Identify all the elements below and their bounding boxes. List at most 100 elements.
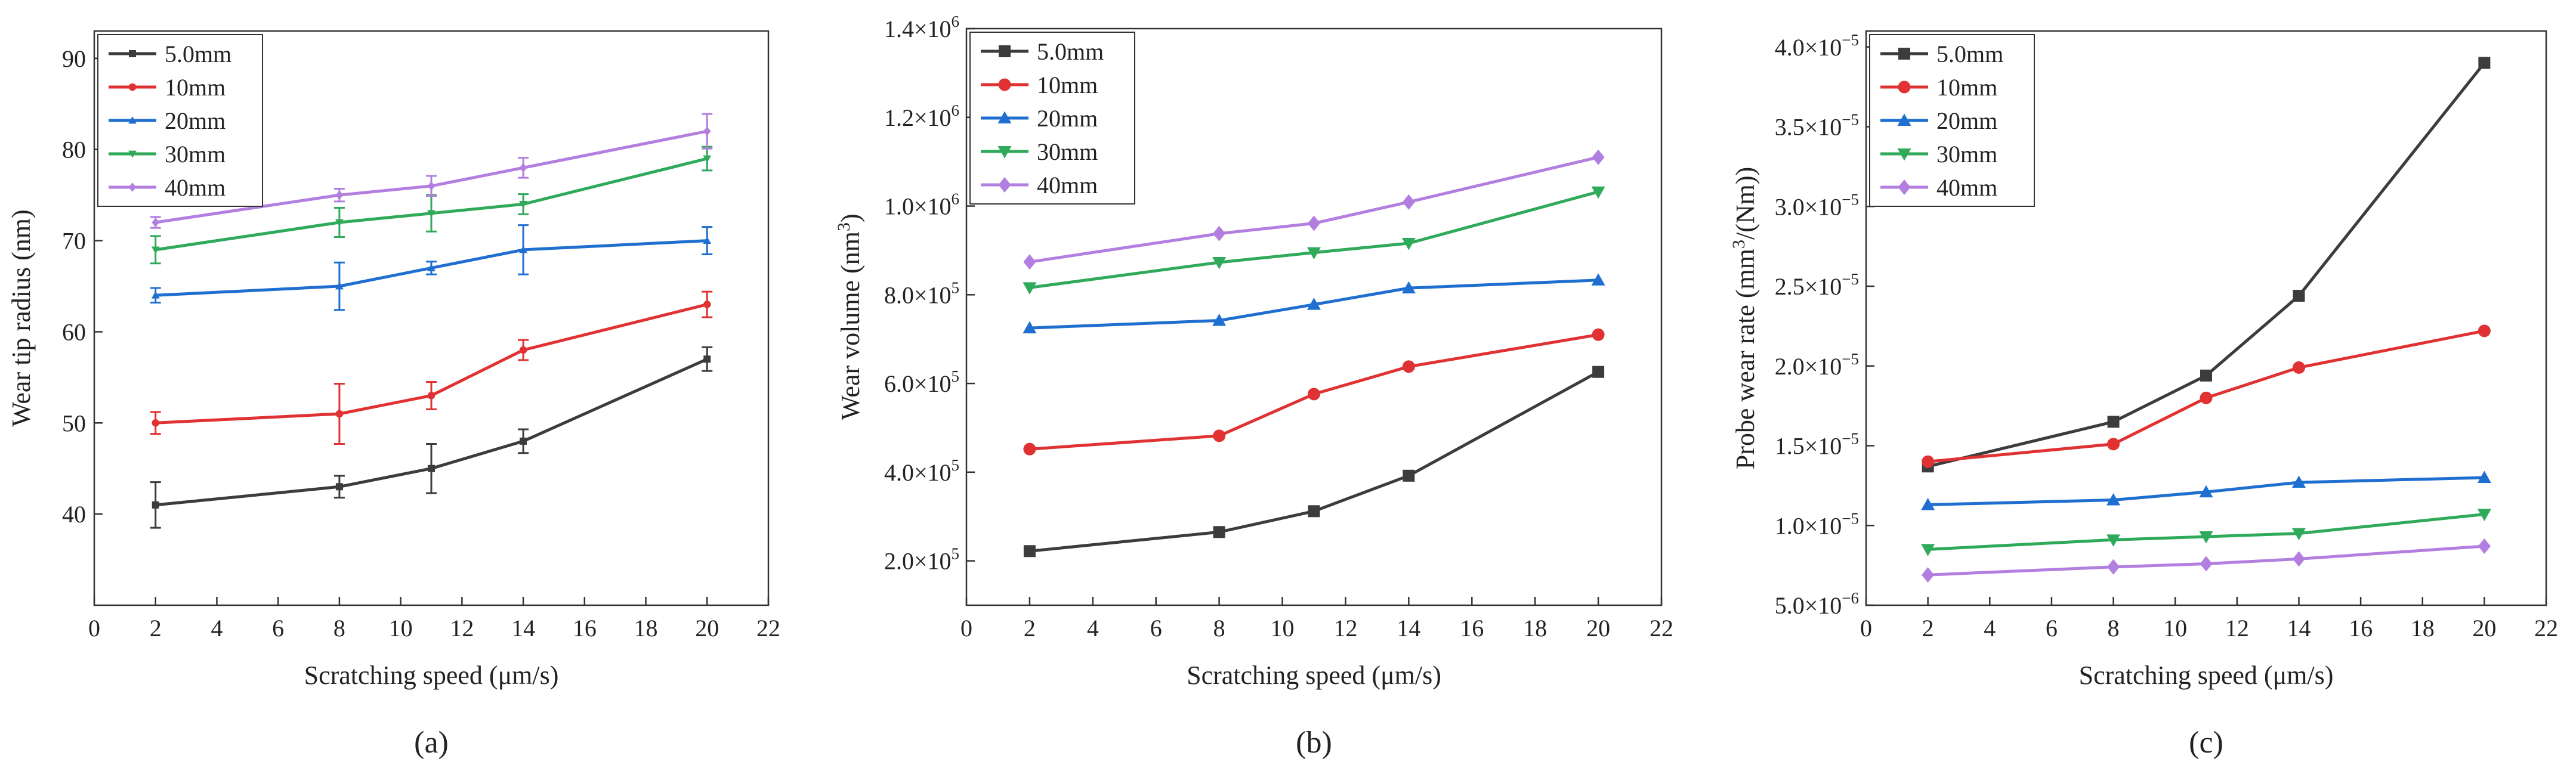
legend-item: 40mm xyxy=(981,172,1098,199)
data-point xyxy=(703,155,712,163)
y-axis-label: Wear tip radius (nm) xyxy=(7,209,36,426)
legend-label: 5.0mm xyxy=(1037,38,1104,65)
y-tick-label: 1.2×106 xyxy=(884,101,959,131)
x-tick-label: 8 xyxy=(2108,615,2120,642)
series-5.0mm xyxy=(150,346,713,529)
legend-label: 10mm xyxy=(1936,74,1997,101)
data-point xyxy=(2292,361,2305,374)
data-point xyxy=(2200,369,2212,382)
data-point xyxy=(152,419,160,427)
x-tick-label: 4 xyxy=(1087,615,1099,642)
legend-label: 5.0mm xyxy=(165,41,231,67)
legend: 5.0mm 10mm 20mm 30mm 40mm xyxy=(1869,34,2035,207)
data-point xyxy=(1403,469,1415,482)
data-point xyxy=(1212,257,1227,270)
data-point xyxy=(1592,366,1605,378)
data-point xyxy=(2106,534,2121,547)
y-tick-label: 90 xyxy=(62,45,86,72)
data-point xyxy=(151,246,160,254)
data-point xyxy=(152,501,159,509)
data-point xyxy=(519,245,527,253)
data-point xyxy=(1023,545,1036,558)
data-point xyxy=(335,483,343,491)
x-tick-label: 10 xyxy=(2163,615,2187,642)
data-point xyxy=(2200,391,2213,404)
legend-label: 20mm xyxy=(1936,107,1997,134)
x-axis-label: Scratching speed (μm/s) xyxy=(304,661,559,690)
panel-label: (b) xyxy=(1296,726,1332,760)
data-point xyxy=(1592,149,1605,165)
y-tick-label: 3.5×10−5 xyxy=(1775,111,1859,141)
series-line xyxy=(1029,190,1599,289)
data-point xyxy=(2477,509,2491,522)
plot-frame xyxy=(1865,30,2547,606)
data-point xyxy=(520,437,527,445)
data-point xyxy=(1591,186,1605,199)
data-point xyxy=(1213,225,1226,241)
data-point xyxy=(2107,416,2120,428)
legend-item: 5.0mm xyxy=(109,41,231,67)
x-tick-label: 10 xyxy=(1271,615,1295,642)
x-tick-label: 22 xyxy=(2534,615,2558,642)
data-point xyxy=(1921,497,1935,510)
series-30mm xyxy=(1921,509,2491,556)
x-tick-label: 12 xyxy=(1333,615,1357,642)
x-tick-label: 20 xyxy=(695,615,719,642)
x-tick-label: 8 xyxy=(1213,615,1225,642)
legend-label: 20mm xyxy=(1037,105,1098,132)
x-tick-label: 22 xyxy=(1650,615,1673,642)
x-tick-label: 10 xyxy=(389,615,413,642)
data-point xyxy=(1922,567,1935,583)
data-point xyxy=(1023,442,1036,456)
y-tick-label: 1.5×10−5 xyxy=(1775,430,1859,460)
data-point xyxy=(1023,254,1036,270)
x-tick-label: 2 xyxy=(1024,615,1036,642)
x-tick-label: 14 xyxy=(511,615,535,642)
data-point xyxy=(2107,438,2120,451)
legend-item: 30mm xyxy=(109,141,226,168)
panel-label: (c) xyxy=(2189,726,2223,760)
data-point xyxy=(1401,238,1416,250)
data-point xyxy=(2291,475,2306,488)
legend-item: 10mm xyxy=(109,74,226,101)
chart-panel-c: 0 2 4 6 8 10 12 14 16 18 20 22 5.0×10−6 1.0×10−5 1.5×1… xyxy=(1729,30,2558,760)
y-tick-label: 80 xyxy=(62,137,86,163)
data-point xyxy=(1213,429,1226,442)
legend-label: 5.0mm xyxy=(1936,41,2003,67)
data-point xyxy=(703,236,712,244)
series-40mm xyxy=(1023,149,1605,270)
legend-item: 20mm xyxy=(1880,107,1997,134)
x-tick-label: 18 xyxy=(1523,615,1547,642)
legend-marker xyxy=(998,78,1011,91)
legend-marker xyxy=(997,111,1012,123)
legend-item: 40mm xyxy=(1880,174,1997,201)
data-point xyxy=(703,355,711,363)
x-tick-label: 14 xyxy=(2287,615,2311,642)
y-tick-label: 3.0×10−5 xyxy=(1775,190,1859,220)
x-axis-label: Scratching speed (μm/s) xyxy=(2079,661,2334,690)
legend: 5.0mm 10mm 20mm 30mm 40mm xyxy=(969,32,1135,205)
legend-marker xyxy=(999,45,1011,57)
x-tick-label: 0 xyxy=(960,615,972,642)
data-point xyxy=(1307,247,1321,260)
x-tick-label: 16 xyxy=(2349,615,2373,642)
legend-item: 20mm xyxy=(109,107,226,134)
series-40mm xyxy=(1922,538,2491,583)
legend-label: 10mm xyxy=(165,74,226,101)
y-tick-label: 60 xyxy=(62,318,86,345)
data-point xyxy=(703,301,711,308)
y-tick-label: 1.0×106 xyxy=(884,190,959,220)
data-point xyxy=(2106,493,2121,506)
legend-marker xyxy=(128,150,137,158)
data-point xyxy=(335,219,344,227)
x-tick-label: 6 xyxy=(272,615,284,642)
legend-label: 20mm xyxy=(165,107,226,134)
legend-item: 20mm xyxy=(981,105,1098,132)
chart-panel-a: 0 2 4 6 8 10 12 14 16 18 20 22 40 50 60 70 80 90 Scratchin… xyxy=(7,30,780,760)
data-point xyxy=(1308,215,1320,231)
data-point xyxy=(335,410,344,418)
data-point xyxy=(519,163,527,173)
series-5.0mm xyxy=(1023,366,1605,558)
series-10mm xyxy=(150,290,713,445)
data-point xyxy=(1212,313,1227,326)
